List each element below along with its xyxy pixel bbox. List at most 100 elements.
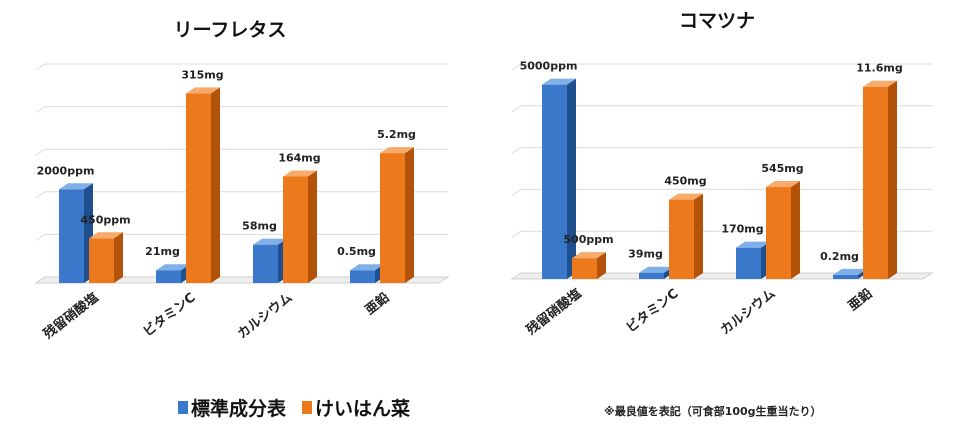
bar-top — [863, 80, 897, 87]
legend-label-keihan: けいはん菜 — [315, 398, 411, 420]
gridline-diag — [35, 63, 46, 71]
bar-top — [156, 264, 190, 271]
legend-swatch-blue — [178, 401, 188, 414]
chart-title: コマツナ — [679, 10, 755, 32]
bar-standard-0 — [542, 78, 576, 279]
data-label-standard-1: 39mg — [628, 248, 663, 261]
bar-front — [766, 187, 791, 279]
bar-keihan-2 — [766, 181, 800, 279]
category-label-2: カルシウム — [235, 290, 295, 342]
chart-komatsuna: コマツナ 5000ppm 500ppm 残留硝酸塩 39mg 450mg ビタミンC 170m… — [510, 10, 934, 339]
bar-front — [59, 189, 84, 283]
bar-top — [89, 232, 123, 239]
bar-side — [888, 80, 897, 279]
chart-title: リーフレタス — [174, 19, 287, 41]
bar-standard-2 — [736, 241, 770, 279]
bar-side — [791, 181, 800, 279]
category-label-3: 亜鉛 — [845, 286, 875, 315]
bar-top — [833, 268, 867, 275]
data-label-keihan-0: 500ppm — [563, 233, 613, 246]
data-label-standard-1: 21mg — [145, 245, 180, 258]
data-label-keihan-1: 450mg — [664, 175, 706, 188]
bar-top — [766, 181, 800, 188]
bar-front — [89, 238, 114, 283]
bar-top — [380, 147, 414, 154]
bar-front — [186, 93, 211, 284]
data-label-standard-3: 0.2mg — [820, 250, 859, 263]
gridline-diag — [511, 188, 522, 196]
legend-swatch-orange — [302, 401, 313, 414]
bar-keihan-3 — [863, 80, 897, 279]
bar-side — [308, 170, 317, 283]
data-label-keihan-3: 5.2mg — [377, 128, 416, 141]
category-label-2: カルシウム — [718, 286, 778, 338]
bar-front — [253, 244, 278, 283]
bar-front — [380, 153, 405, 283]
bar-keihan-1 — [186, 87, 220, 284]
bar-front — [156, 270, 181, 283]
data-label-standard-2: 170mg — [721, 223, 763, 236]
bar-standard-1 — [156, 264, 190, 283]
chart-leaf-lettuce: リーフレタス 2000ppm 450ppm 残留硝酸塩 21mg 315mg ビタミンC 58… — [34, 19, 450, 343]
data-label-keihan-3: 11.6mg — [856, 62, 902, 75]
data-label-standard-0: 2000ppm — [37, 164, 95, 177]
bar-side — [567, 78, 576, 279]
bar-side — [597, 252, 606, 279]
gridline-diag — [35, 191, 46, 199]
data-label-keihan-2: 164mg — [278, 152, 320, 165]
bar-keihan-1 — [669, 193, 703, 279]
data-label-keihan-1: 315mg — [181, 68, 223, 81]
bar-front — [736, 247, 761, 279]
bar-front — [572, 258, 597, 279]
data-label-standard-3: 0.5mg — [337, 245, 376, 258]
category-label-0: 残留硝酸塩 — [40, 290, 101, 343]
bar-top — [59, 183, 93, 190]
bar-keihan-0 — [572, 252, 606, 279]
data-label-keihan-2: 545mg — [761, 162, 803, 175]
bar-front — [863, 86, 888, 279]
bar-top — [572, 252, 606, 259]
bar-standard-3 — [350, 264, 384, 283]
category-label-1: ビタミンC — [623, 286, 681, 337]
gridline-diag — [511, 147, 522, 155]
category-label-3: 亜鉛 — [362, 290, 392, 319]
gridline-diag — [511, 230, 522, 238]
bar-front — [639, 272, 664, 279]
bar-top — [736, 241, 770, 248]
bar-front — [669, 199, 694, 279]
category-label-1: ビタミンC — [140, 290, 198, 341]
bar-top — [639, 266, 673, 273]
bar-top — [542, 78, 576, 85]
bar-front — [350, 270, 375, 283]
bar-top — [350, 264, 384, 271]
bar-front — [542, 84, 567, 279]
legend-item-standard: 標準成分表 — [178, 394, 286, 421]
legend-item-keihan: けいはん菜 — [302, 394, 410, 421]
bar-keihan-0 — [89, 232, 123, 283]
bar-front — [833, 274, 858, 279]
bar-side — [211, 87, 220, 284]
gridline-diag — [511, 105, 522, 113]
bar-side — [114, 232, 123, 283]
legend: 標準成分表 けいはん菜 — [178, 394, 426, 421]
gridline-diag — [35, 148, 46, 156]
legend-label-standard: 標準成分表 — [191, 398, 287, 420]
bar-front — [283, 176, 308, 283]
bar-top — [283, 170, 317, 177]
bar-standard-0 — [59, 183, 93, 283]
bar-top — [253, 238, 287, 245]
bar-keihan-3 — [380, 147, 414, 283]
footnote: ※最良値を表記（可食部100g生重当たり） — [604, 405, 822, 418]
bar-side — [694, 193, 703, 279]
data-label-standard-2: 58mg — [242, 220, 277, 233]
bar-side — [405, 147, 414, 283]
data-label-standard-0: 5000ppm — [520, 60, 578, 73]
data-label-keihan-0: 450ppm — [80, 213, 130, 226]
gridline-diag — [35, 233, 46, 241]
bar-standard-2 — [253, 238, 287, 283]
gridline-diag — [511, 63, 522, 71]
bar-top — [669, 193, 703, 200]
category-label-0: 残留硝酸塩 — [523, 286, 584, 339]
bar-top — [186, 87, 220, 94]
